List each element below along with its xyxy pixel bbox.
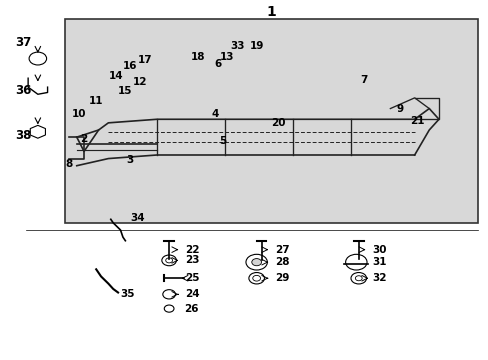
Text: 36: 36	[15, 84, 31, 97]
Text: 20: 20	[271, 118, 285, 128]
Circle shape	[251, 258, 261, 266]
Text: 16: 16	[123, 61, 137, 71]
Text: 3: 3	[126, 156, 134, 165]
Text: 18: 18	[191, 52, 205, 62]
Text: 35: 35	[120, 289, 135, 299]
Text: 4: 4	[211, 109, 219, 119]
Text: 5: 5	[219, 136, 226, 146]
Text: 33: 33	[229, 41, 244, 51]
Text: 15: 15	[118, 86, 132, 96]
Text: 28: 28	[274, 257, 288, 267]
Text: 22: 22	[184, 245, 199, 255]
Text: 8: 8	[66, 159, 73, 169]
FancyBboxPatch shape	[64, 19, 477, 223]
Text: 31: 31	[371, 257, 386, 267]
Text: 25: 25	[184, 273, 199, 283]
Text: 30: 30	[371, 245, 386, 255]
Text: 26: 26	[183, 303, 198, 314]
Text: 27: 27	[274, 245, 289, 255]
Text: 38: 38	[15, 129, 31, 142]
Text: 10: 10	[72, 109, 86, 119]
Text: 1: 1	[266, 5, 276, 19]
Text: 7: 7	[359, 75, 366, 85]
Text: 32: 32	[371, 273, 386, 283]
Text: 11: 11	[89, 96, 103, 107]
Text: 34: 34	[130, 212, 144, 222]
Text: 24: 24	[184, 289, 199, 299]
Text: 19: 19	[249, 41, 264, 51]
Text: 17: 17	[137, 55, 152, 65]
Text: 9: 9	[396, 104, 403, 113]
Text: 12: 12	[132, 77, 147, 87]
Text: 14: 14	[108, 71, 122, 81]
Text: 6: 6	[214, 59, 221, 69]
Text: 29: 29	[274, 273, 288, 283]
Text: 23: 23	[184, 255, 199, 265]
Text: 13: 13	[220, 52, 234, 62]
Text: 21: 21	[409, 116, 424, 126]
Text: 37: 37	[15, 36, 31, 49]
Text: 2: 2	[80, 134, 87, 144]
